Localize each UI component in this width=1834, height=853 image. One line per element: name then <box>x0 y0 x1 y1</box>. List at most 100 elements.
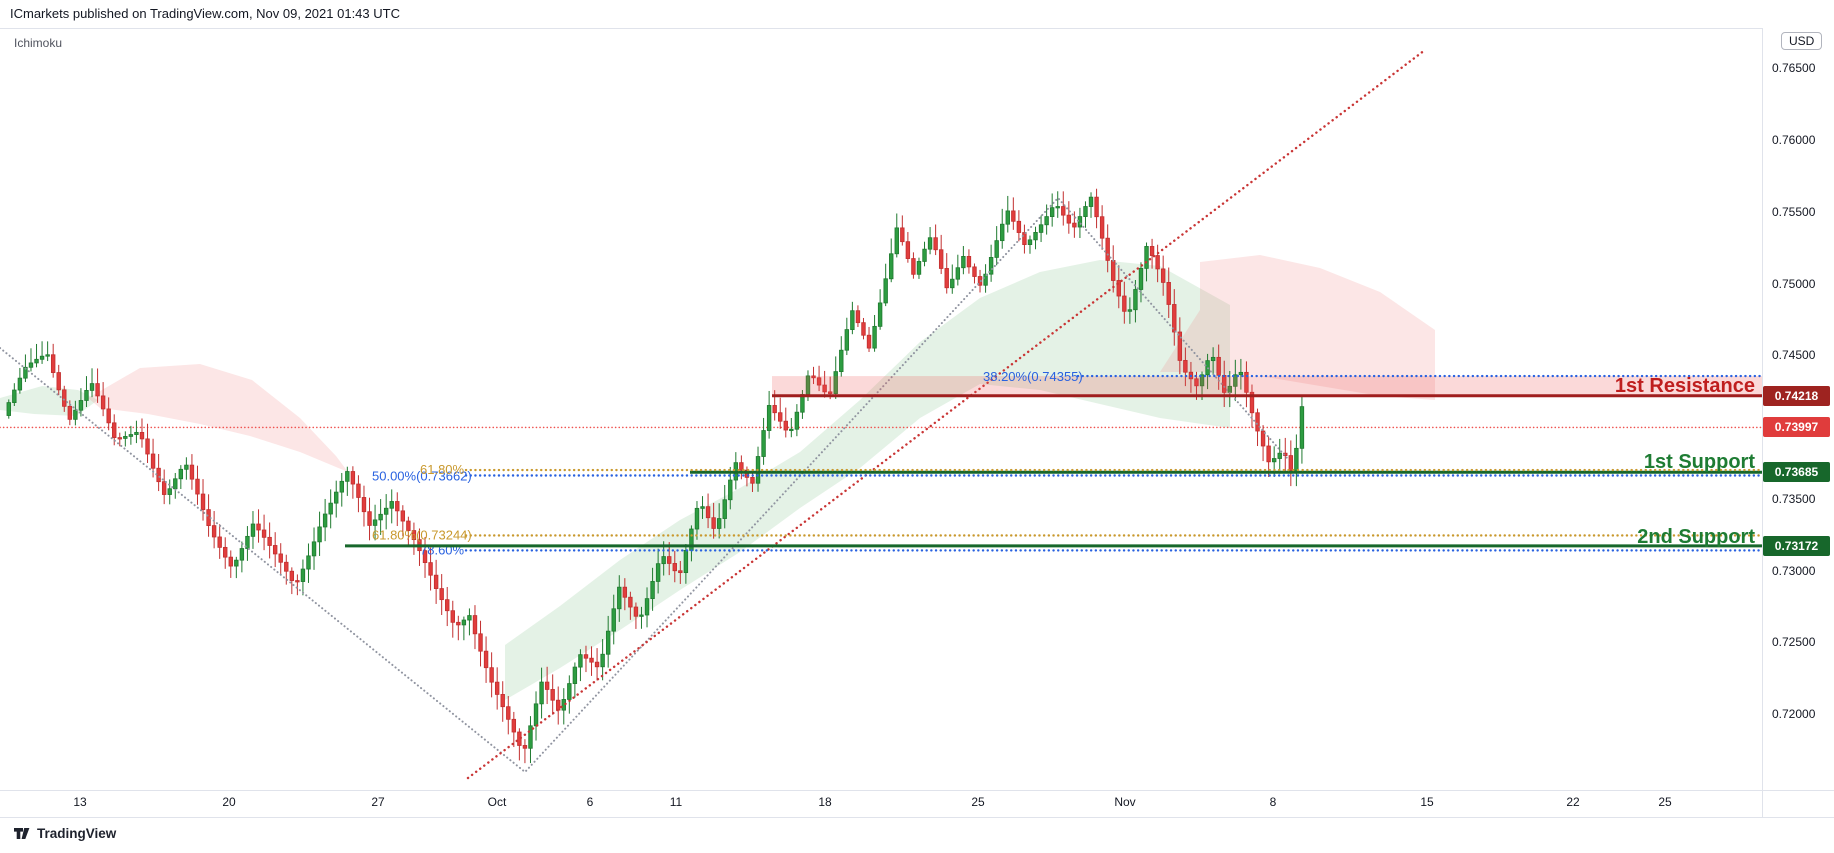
candle-body <box>223 546 228 558</box>
candle-body <box>511 718 517 733</box>
candle-body <box>217 536 222 548</box>
candle-body <box>1000 223 1005 242</box>
candle-body <box>655 563 661 582</box>
candle-body <box>556 699 561 711</box>
second-support-label: 2nd Support <box>1637 526 1755 548</box>
y-axis-tick: 0.73000 <box>1772 563 1816 578</box>
candle-body <box>350 471 356 485</box>
candle-body <box>483 650 489 669</box>
candle-body <box>128 434 134 437</box>
candle-body <box>28 362 34 368</box>
candle-body <box>594 661 600 668</box>
candle-body <box>761 430 766 457</box>
candle-body <box>589 657 594 663</box>
candle-body <box>1299 406 1305 449</box>
indicator-legend[interactable]: Ichimoku <box>14 36 63 50</box>
candle-body <box>716 518 722 529</box>
candle-body <box>95 383 100 397</box>
candle-body <box>284 561 289 572</box>
candle-body <box>261 529 267 538</box>
candle-body <box>150 453 156 469</box>
candle-body <box>850 310 855 330</box>
candle-body <box>334 491 339 504</box>
x-axis-tick: 18 <box>818 795 832 809</box>
tradingview-logo[interactable]: TradingView <box>14 826 116 841</box>
candle-body <box>456 621 461 626</box>
candle-body <box>794 411 800 430</box>
candle-body <box>528 725 533 749</box>
candle-body <box>861 322 866 336</box>
candle-body <box>1072 222 1077 228</box>
candle-body <box>533 703 539 727</box>
candle-body <box>578 654 583 668</box>
candle-body <box>56 372 61 391</box>
candle-body <box>961 256 966 269</box>
candle-body <box>1155 255 1160 270</box>
candle-body <box>406 520 411 531</box>
candle-body <box>50 354 56 373</box>
x-axis-tick: 25 <box>971 795 985 809</box>
candle-body <box>994 240 999 258</box>
candle-body <box>916 261 922 275</box>
x-axis-tick: 11 <box>669 795 683 809</box>
candle-body <box>1016 220 1022 233</box>
candle-body <box>1116 280 1121 297</box>
candle-body <box>633 606 639 617</box>
candle-body <box>1233 374 1238 387</box>
candle-body <box>877 302 883 327</box>
candle-body <box>567 683 572 700</box>
candle-body <box>89 383 95 391</box>
fib-382-label: 38.20%(0.74355) <box>983 369 1083 384</box>
candle-body <box>722 499 727 519</box>
candle-body <box>345 471 350 482</box>
candle-body <box>17 377 23 391</box>
y-axis-tick: 0.73500 <box>1772 491 1816 506</box>
candle-body <box>372 519 378 526</box>
candle-body <box>378 513 383 521</box>
candle-body <box>134 431 139 435</box>
price-badge: 0.73685 <box>1763 462 1830 483</box>
candle-body <box>367 511 372 526</box>
x-axis-tick: 13 <box>73 795 87 809</box>
candle-body <box>683 549 689 574</box>
candle-body <box>927 237 933 250</box>
candle-body <box>184 464 189 470</box>
candle-body <box>1138 267 1144 290</box>
candle-body <box>1183 360 1188 373</box>
candle-body <box>428 562 433 576</box>
candle-body <box>1244 371 1249 393</box>
candle-body <box>189 464 195 480</box>
candle-body <box>833 371 838 394</box>
ichimoku-cloud-left-green <box>0 386 98 416</box>
candle-body <box>933 237 938 251</box>
ascending-trendline[interactable] <box>466 48 1427 780</box>
candle-body <box>839 349 844 373</box>
candle-body <box>1194 378 1199 387</box>
candle-body <box>1061 206 1066 216</box>
candle-body <box>650 581 655 600</box>
candle-body <box>1271 458 1277 463</box>
price-badge: 0.73997 <box>1763 417 1830 438</box>
zigzag-line[interactable] <box>0 196 1288 774</box>
candle-body <box>1005 210 1010 225</box>
candle-body <box>1199 374 1205 387</box>
candle-body <box>889 253 894 280</box>
candle-body <box>900 227 905 243</box>
candle-body <box>461 619 467 626</box>
candle-body <box>1260 430 1266 447</box>
candle-body <box>173 478 178 490</box>
candle-body <box>489 667 494 683</box>
candle-body <box>950 278 955 289</box>
candle-body <box>1255 412 1260 432</box>
x-axis-tick: 6 <box>586 795 594 809</box>
fib-618-lower-label: 61.80%(0.73244) <box>372 527 472 542</box>
candle-body <box>611 608 616 632</box>
candle-body <box>1044 216 1049 226</box>
candle-body <box>711 517 716 529</box>
candle-body <box>1099 216 1105 239</box>
candle-body <box>12 389 17 403</box>
candle-body <box>1022 232 1027 245</box>
candle-body <box>678 570 683 574</box>
candle-body <box>1249 391 1255 414</box>
